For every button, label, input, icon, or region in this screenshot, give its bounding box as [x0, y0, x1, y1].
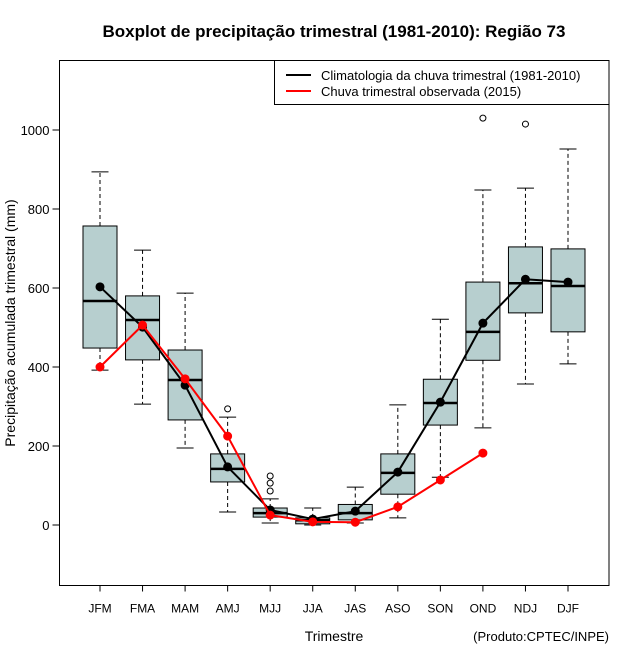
- y-tick-label: 400: [28, 360, 50, 375]
- series-climatology: [95, 274, 573, 524]
- outlier-point: [266, 487, 274, 495]
- series-point: [393, 467, 403, 477]
- box-jfm: [82, 171, 118, 371]
- iqr-box: [550, 248, 586, 333]
- legend: Climatologia da chuva trimestral (1981-2…: [274, 60, 610, 105]
- series-point: [180, 374, 190, 384]
- credit-label: (Produto:CPTEC/INPE): [473, 629, 609, 644]
- series-point: [520, 274, 530, 284]
- series-point: [393, 502, 403, 512]
- box-djf: [550, 148, 586, 365]
- x-tick-label: ASO: [385, 602, 410, 616]
- x-tick-label: JJA: [303, 602, 323, 616]
- box-ndj: [507, 120, 543, 385]
- x-tick-label: FMA: [130, 602, 155, 616]
- series-point: [223, 462, 233, 472]
- series-line: [99, 278, 569, 521]
- outlier-point: [224, 405, 232, 413]
- y-axis: 0 200 400 600 800 1000: [21, 123, 60, 533]
- series-point: [435, 475, 445, 485]
- legend-label-climatology: Climatologia da chuva trimestral (1981-2…: [321, 68, 580, 83]
- series-point: [95, 362, 105, 372]
- x-tick-label: NDJ: [514, 602, 537, 616]
- chart-title: Boxplot de precipitação trimestral (1981…: [103, 22, 566, 41]
- outlier-point: [479, 114, 487, 122]
- y-tick-label: 1000: [21, 123, 50, 138]
- box-ond: [465, 114, 501, 429]
- x-tick-label: OND: [470, 602, 497, 616]
- x-tick-label: DJF: [557, 602, 579, 616]
- series-point: [350, 517, 360, 527]
- outlier-point: [521, 120, 529, 128]
- series-point: [308, 517, 318, 527]
- outlier-point: [266, 479, 274, 487]
- series-lines-group: [95, 274, 573, 527]
- x-tick-label: SON: [427, 602, 453, 616]
- x-tick-label: JAS: [344, 602, 366, 616]
- y-tick-label: 600: [28, 281, 50, 296]
- series-point: [435, 397, 445, 407]
- x-tick-label: AMJ: [216, 602, 240, 616]
- series-point: [478, 448, 488, 458]
- series-point: [265, 510, 275, 520]
- series-point: [350, 506, 360, 516]
- series-point: [478, 318, 488, 328]
- y-tick-label: 200: [28, 439, 50, 454]
- boxes-group: [82, 114, 586, 526]
- y-tick-label: 800: [28, 202, 50, 217]
- x-axis: JFM FMA MAM AMJ MJJ JJA JAS ASO SON OND NDJ DJF: [88, 585, 579, 616]
- legend-label-observed: Chuva trimestral observada (2015): [321, 84, 521, 99]
- series-observed: [95, 320, 488, 527]
- series-point: [563, 277, 573, 287]
- series-point: [138, 320, 148, 330]
- x-tick-label: MAM: [171, 602, 199, 616]
- box-aso: [380, 404, 416, 519]
- series-point: [95, 282, 105, 292]
- y-axis-label: Precipitação acumulada trimestral (mm): [2, 199, 18, 446]
- x-tick-label: MJJ: [259, 602, 281, 616]
- x-tick-label: JFM: [88, 602, 111, 616]
- series-point: [223, 431, 233, 441]
- legend-box: [274, 60, 610, 105]
- x-axis-label: Trimestre: [305, 628, 364, 644]
- outlier-point: [266, 472, 274, 480]
- series-line: [99, 323, 484, 524]
- y-tick-label: 0: [42, 518, 49, 533]
